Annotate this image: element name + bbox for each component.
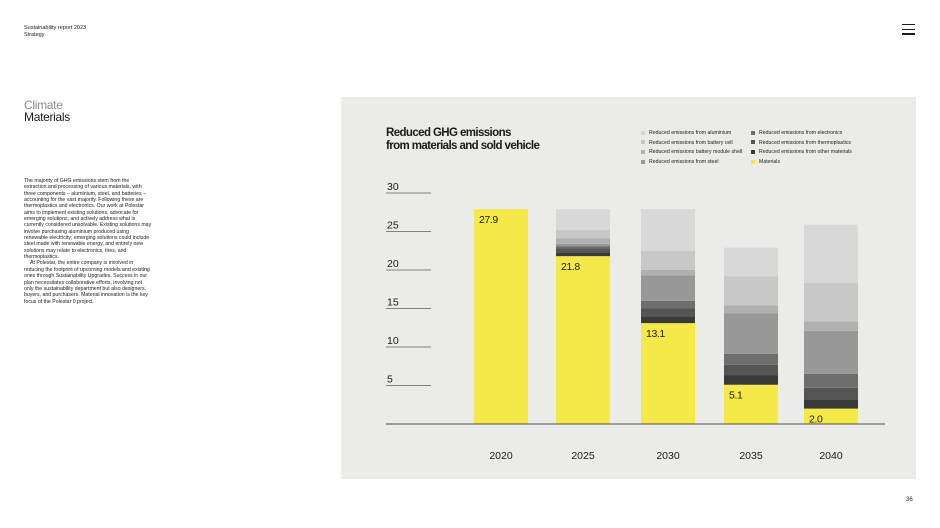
legend-item: Reduced emissions from other materials xyxy=(751,149,852,156)
body-text: The majority of GHG emissions stem from … xyxy=(24,178,152,305)
legend-item: Materials xyxy=(751,159,780,166)
section-kicker: Climate xyxy=(24,98,63,112)
bar-data-label: 5.1 xyxy=(729,390,743,402)
chart-title-line: Reduced GHG emissions xyxy=(386,127,511,139)
body-paragraph: At Polestar, the entire company is invol… xyxy=(24,260,150,305)
bar-segment xyxy=(641,209,695,251)
bar-segment xyxy=(724,364,778,376)
section-name: Strategy xyxy=(24,31,45,38)
bar-segment xyxy=(641,316,695,324)
bar-segment xyxy=(556,229,610,239)
y-tick-label: 20 xyxy=(387,258,399,270)
bar-segment xyxy=(724,247,778,277)
legend-label: Reduced emissions from other materials xyxy=(759,149,852,156)
y-tick-label: 15 xyxy=(387,297,399,309)
bar-data-label: 27.9 xyxy=(479,214,498,226)
bar-segment xyxy=(724,313,778,354)
bar-segment xyxy=(804,224,858,284)
page-title: Materials xyxy=(24,110,70,124)
bar-segment xyxy=(641,300,695,309)
legend-swatch xyxy=(641,159,645,164)
x-tick-label: 2035 xyxy=(739,450,763,462)
bar-segment xyxy=(804,373,858,388)
legend-label: Reduced emissions from steel xyxy=(649,159,719,166)
legend-item: Reduced emissions from battery cell xyxy=(641,140,733,147)
x-tick-label: 2030 xyxy=(656,450,680,462)
bar-segment xyxy=(641,275,695,301)
bar-segment xyxy=(641,308,695,317)
legend-swatch xyxy=(641,149,645,154)
legend-item: Reduced emissions from thermoplastics xyxy=(751,140,851,147)
legend-item: Reduced emissions from aluminium xyxy=(641,130,731,137)
report-header: Sustainability report 2023 Strategy xyxy=(24,25,86,38)
x-tick-label: 2040 xyxy=(819,450,843,462)
legend-label: Materials xyxy=(759,159,781,166)
bar-segment xyxy=(556,256,610,424)
legend-item: Reduced emissions battery module shell xyxy=(641,149,742,156)
bar-segment xyxy=(556,209,610,230)
legend-label: Reduced emissions from thermoplastics xyxy=(759,139,851,146)
bar-segment xyxy=(556,252,610,257)
legend-label: Reduced emissions battery module shell xyxy=(649,149,743,156)
body-paragraph: The majority of GHG emissions stem from … xyxy=(24,178,152,261)
x-tick-label: 2025 xyxy=(571,450,595,462)
legend-swatch xyxy=(751,140,755,145)
chart-panel: Reduced GHG emissions from materials and… xyxy=(341,97,916,479)
legend-swatch xyxy=(751,149,755,154)
bar-segment xyxy=(724,276,778,306)
report-title: Sustainability report 2023 xyxy=(24,25,87,31)
bar-segment xyxy=(641,270,695,276)
bar-segment xyxy=(804,399,858,409)
bar-segment xyxy=(474,209,528,424)
legend-label: Reduced emissions from battery cell xyxy=(649,139,733,146)
legend-swatch xyxy=(641,140,645,145)
legend-swatch xyxy=(751,159,755,164)
legend-item: Reduced emissions from steel xyxy=(641,159,718,166)
bar-segment xyxy=(804,283,858,322)
bar-segment xyxy=(556,246,610,249)
stacked-bar-chart: 5101520253027.9202021.8202513.120305.120… xyxy=(386,181,885,462)
bar-segment xyxy=(641,323,695,424)
bar-segment xyxy=(804,321,858,331)
bar-segment xyxy=(724,384,778,424)
legend-swatch xyxy=(641,130,645,135)
y-tick-label: 30 xyxy=(387,181,399,193)
bar-segment xyxy=(804,408,858,424)
bar-segment xyxy=(804,387,858,400)
hamburger-menu-icon[interactable] xyxy=(902,24,915,35)
legend-label: Reduced emissions from aluminium xyxy=(649,130,732,136)
bar-segment xyxy=(556,243,610,247)
bar-segment xyxy=(724,375,778,385)
bar-data-label: 21.8 xyxy=(561,261,580,273)
bar-data-label: 2.0 xyxy=(809,414,823,426)
bar-segment xyxy=(724,305,778,314)
bar-segment xyxy=(724,353,778,365)
legend-item: Reduced emissions from electronics xyxy=(751,130,842,137)
y-tick-label: 25 xyxy=(387,220,399,232)
chart-title-line: from materials and sold vehicle xyxy=(386,139,540,152)
bar-segment xyxy=(556,248,610,253)
bar-data-label: 13.1 xyxy=(646,328,665,340)
bar-segment xyxy=(641,250,695,270)
legend-swatch xyxy=(751,130,755,135)
bar-segment xyxy=(804,330,858,374)
x-tick-label: 2020 xyxy=(489,450,513,462)
y-tick-label: 5 xyxy=(387,374,393,386)
legend-label: Reduced emissions from electronics xyxy=(759,130,843,136)
y-tick-label: 10 xyxy=(387,335,399,347)
chart-title: Reduced GHG emissions from materials and… xyxy=(386,127,540,152)
bar-segment xyxy=(556,238,610,244)
page-number: 36 xyxy=(906,497,913,503)
